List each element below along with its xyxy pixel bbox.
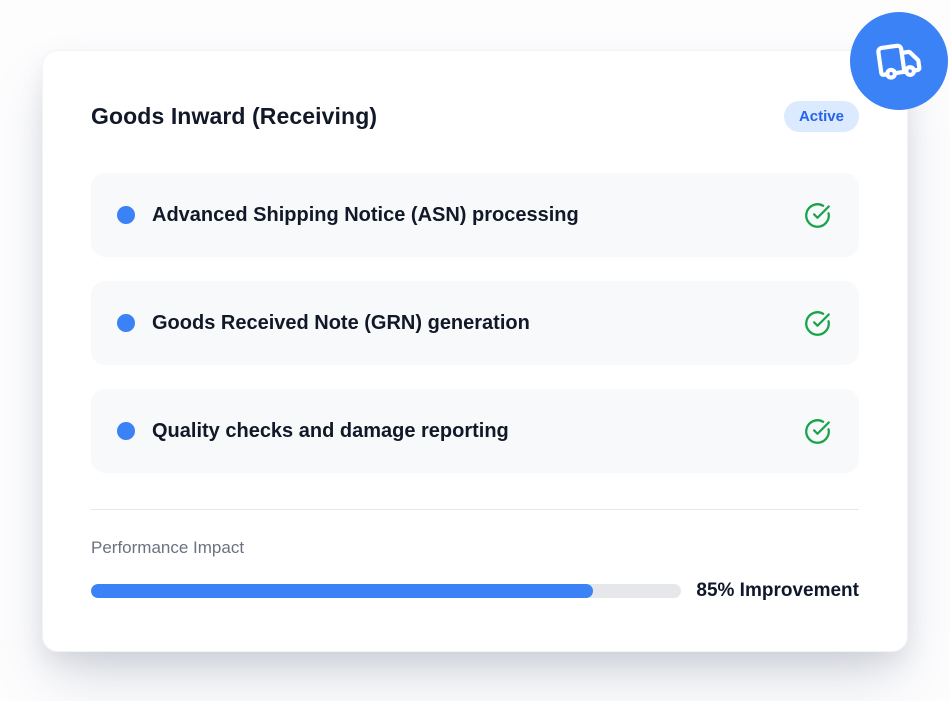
progress-value: 85% Improvement: [696, 580, 859, 601]
feature-label: Quality checks and damage reporting: [152, 419, 509, 442]
progress-fill: [91, 584, 593, 598]
feature-label: Goods Received Note (GRN) generation: [152, 311, 530, 334]
check-circle-icon: [805, 310, 830, 336]
feature-list: Advanced Shipping Notice (ASN) processin…: [91, 173, 859, 473]
truck-icon: [876, 43, 922, 80]
check-circle-icon: [805, 202, 830, 228]
progress-bar: [91, 584, 682, 598]
feature-item: Goods Received Note (GRN) generation: [91, 281, 859, 365]
divider: [91, 509, 859, 510]
performance-label: Performance Impact: [91, 538, 245, 557]
truck-fab-button[interactable]: [850, 12, 948, 110]
progress-row: 85% Improvement: [91, 580, 859, 602]
check-circle-icon: [805, 418, 830, 444]
feature-label: Advanced Shipping Notice (ASN) processin…: [152, 203, 579, 226]
bullet-dot-icon: [117, 206, 135, 224]
bullet-dot-icon: [117, 422, 135, 440]
card-header: Goods Inward (Receiving) Active: [91, 99, 859, 133]
card-title: Goods Inward (Receiving): [91, 102, 378, 129]
bullet-dot-icon: [117, 314, 135, 332]
feature-item: Advanced Shipping Notice (ASN) processin…: [91, 173, 859, 257]
status-badge: Active: [783, 100, 859, 132]
feature-item: Quality checks and damage reporting: [91, 389, 859, 473]
process-card: Goods Inward (Receiving) Active Advanced…: [42, 50, 908, 652]
